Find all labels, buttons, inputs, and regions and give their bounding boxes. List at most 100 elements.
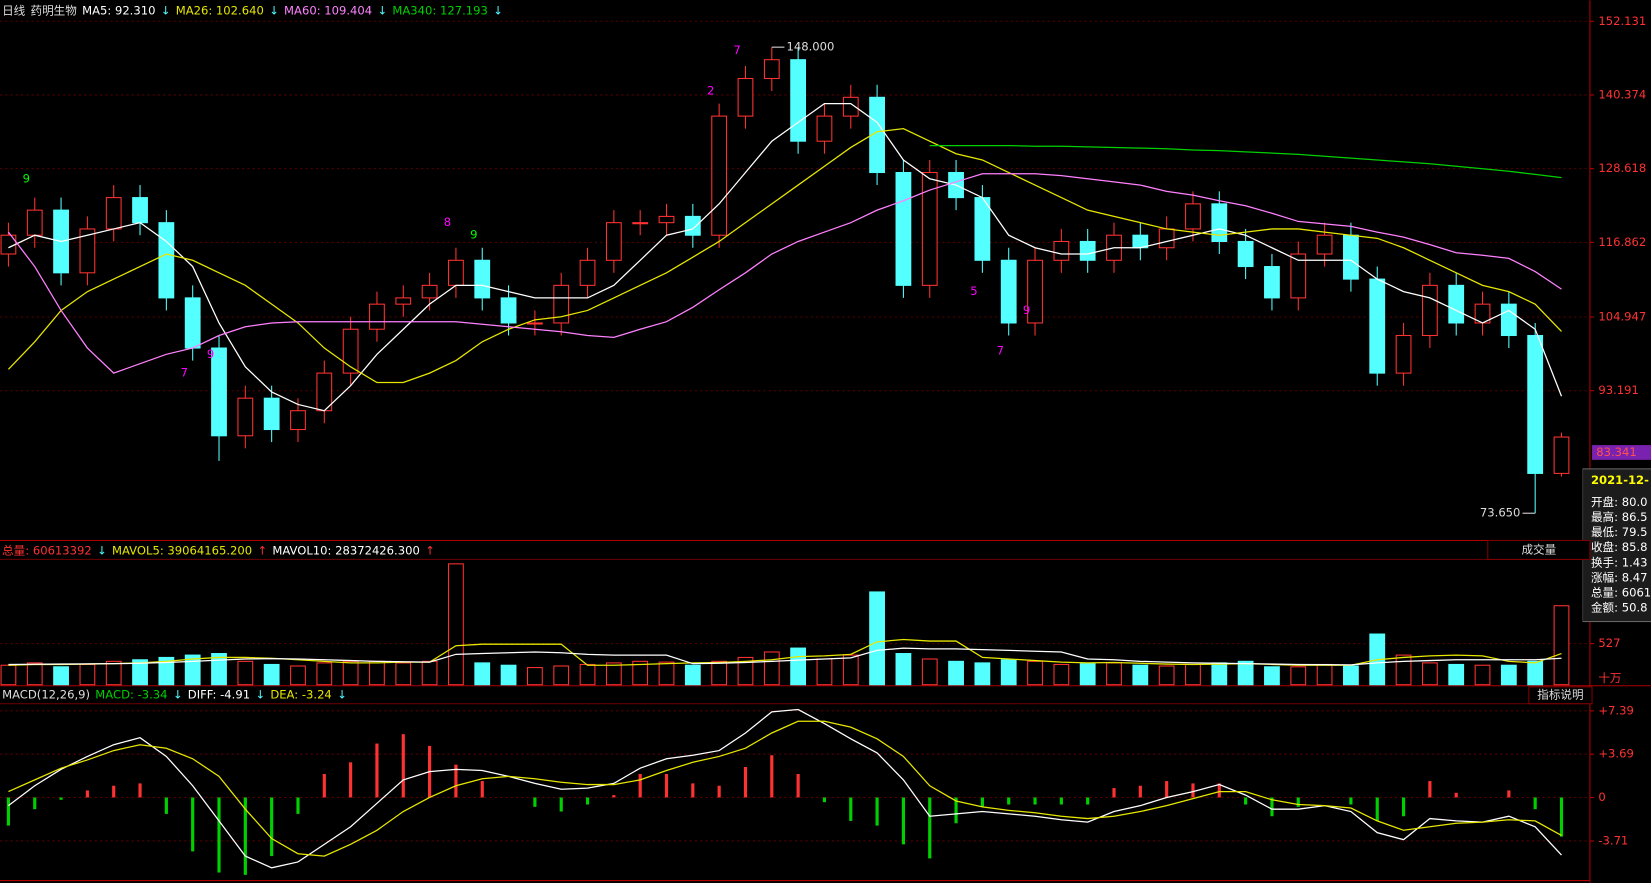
volume-bar xyxy=(290,665,306,686)
macd-bar xyxy=(1270,797,1274,817)
candle-body xyxy=(158,222,175,299)
volume-bar xyxy=(1027,660,1043,686)
macd-bar xyxy=(1191,783,1195,798)
ma-line xyxy=(929,144,1562,179)
macd-bar xyxy=(796,774,800,798)
tooltip-row: 开盘: 80.0 xyxy=(1591,495,1648,509)
y-tick-label: 116.862 xyxy=(1598,235,1646,249)
macd-bar xyxy=(322,774,326,798)
candle-body xyxy=(869,96,885,174)
ma-line xyxy=(8,102,1563,412)
volume-bar xyxy=(1000,659,1017,686)
header-text: ↓ xyxy=(493,3,503,17)
candle-body xyxy=(1369,278,1386,374)
macd-bar xyxy=(559,797,563,812)
macd-bar xyxy=(33,797,37,810)
volume-bar xyxy=(1527,660,1544,686)
volume-bar xyxy=(184,654,201,686)
candle-body xyxy=(553,284,570,324)
macd-bar xyxy=(6,797,11,826)
td-count: 9 xyxy=(207,347,214,361)
candle-body xyxy=(105,197,122,230)
volume-bar xyxy=(211,653,227,686)
macd-bar xyxy=(1454,792,1458,798)
candle-body xyxy=(211,347,227,437)
macd-bar xyxy=(849,797,853,821)
volume-bar xyxy=(0,664,17,686)
candle-body xyxy=(290,410,306,431)
volume-bar xyxy=(816,658,833,686)
candle-body xyxy=(132,197,148,224)
volume-bar xyxy=(1290,666,1307,686)
volume-bar xyxy=(948,660,964,686)
macd-bar xyxy=(480,781,484,798)
candle-body xyxy=(921,171,938,286)
candle-body xyxy=(895,171,912,286)
macd-bar xyxy=(1244,797,1248,805)
volume-bar xyxy=(1211,662,1228,686)
macd-bar xyxy=(349,762,353,798)
candle-body xyxy=(369,303,385,330)
candle-body xyxy=(1316,234,1333,255)
td-count: 7 xyxy=(733,43,740,57)
ma-line xyxy=(7,127,1562,384)
candle-body xyxy=(763,59,780,80)
macd-bar xyxy=(59,797,63,800)
y-tick-label: +3.69 xyxy=(1598,747,1633,761)
candle-body xyxy=(816,115,833,142)
volume-bar xyxy=(1448,663,1465,686)
candle-body xyxy=(632,222,649,225)
macd-bar xyxy=(1559,797,1564,837)
candle-body xyxy=(684,215,701,236)
ma-line xyxy=(7,173,1562,374)
candle-body xyxy=(526,322,543,325)
header-text: 总量: 60613392 xyxy=(2,544,92,558)
header-text: MA5: 92.310 xyxy=(82,3,155,17)
volume-bar xyxy=(658,661,675,686)
volume-bar xyxy=(737,656,754,686)
ma-line xyxy=(8,720,1562,857)
volume-bar xyxy=(158,656,175,686)
header-text: ↓ xyxy=(337,688,347,702)
volume-bar xyxy=(711,660,728,686)
candle-body xyxy=(448,259,464,286)
volume-bar xyxy=(921,658,938,686)
annotation: 73.650 xyxy=(1480,506,1521,520)
volume-bar xyxy=(1474,664,1491,686)
macd-bar xyxy=(1507,790,1511,798)
volume-bar xyxy=(421,660,438,686)
volume-bar xyxy=(763,651,780,686)
volume-bar xyxy=(869,591,885,686)
y-tick-label: 140.374 xyxy=(1598,87,1646,101)
macd-bar xyxy=(85,790,89,798)
y-tick-label: 104.947 xyxy=(1598,310,1646,324)
macd-bar xyxy=(1059,797,1063,805)
macd-bar xyxy=(1401,797,1406,817)
macd-bar xyxy=(296,797,300,814)
volume-bar xyxy=(1500,664,1517,686)
candle-body xyxy=(263,397,280,431)
macd-bar xyxy=(638,774,642,798)
tooltip-row: 最低: 79.5 xyxy=(1591,525,1648,539)
tooltip-row: 涨幅: 8.47 xyxy=(1591,570,1648,584)
volume-bar xyxy=(1237,660,1254,686)
y-tick-label: 0 xyxy=(1598,790,1605,804)
macd-bar xyxy=(1217,783,1221,798)
macd-bar xyxy=(191,797,195,852)
candle-body xyxy=(1553,436,1570,474)
volume-bar xyxy=(790,647,807,686)
header-text: MA340: 127.193 xyxy=(392,3,487,17)
candle-body xyxy=(500,297,517,324)
candle-body xyxy=(1185,203,1201,230)
ma-line xyxy=(8,647,1562,666)
macd-bar xyxy=(1033,797,1037,805)
button xyxy=(1528,686,1593,705)
header-text: MACD: -3.34 xyxy=(95,688,167,702)
candle-body xyxy=(1132,234,1149,249)
candle-body xyxy=(237,397,254,437)
macd-bar xyxy=(691,783,695,798)
td-count: 9 xyxy=(470,228,477,242)
td-count: 2 xyxy=(707,84,714,98)
volume-bar xyxy=(1264,666,1280,686)
